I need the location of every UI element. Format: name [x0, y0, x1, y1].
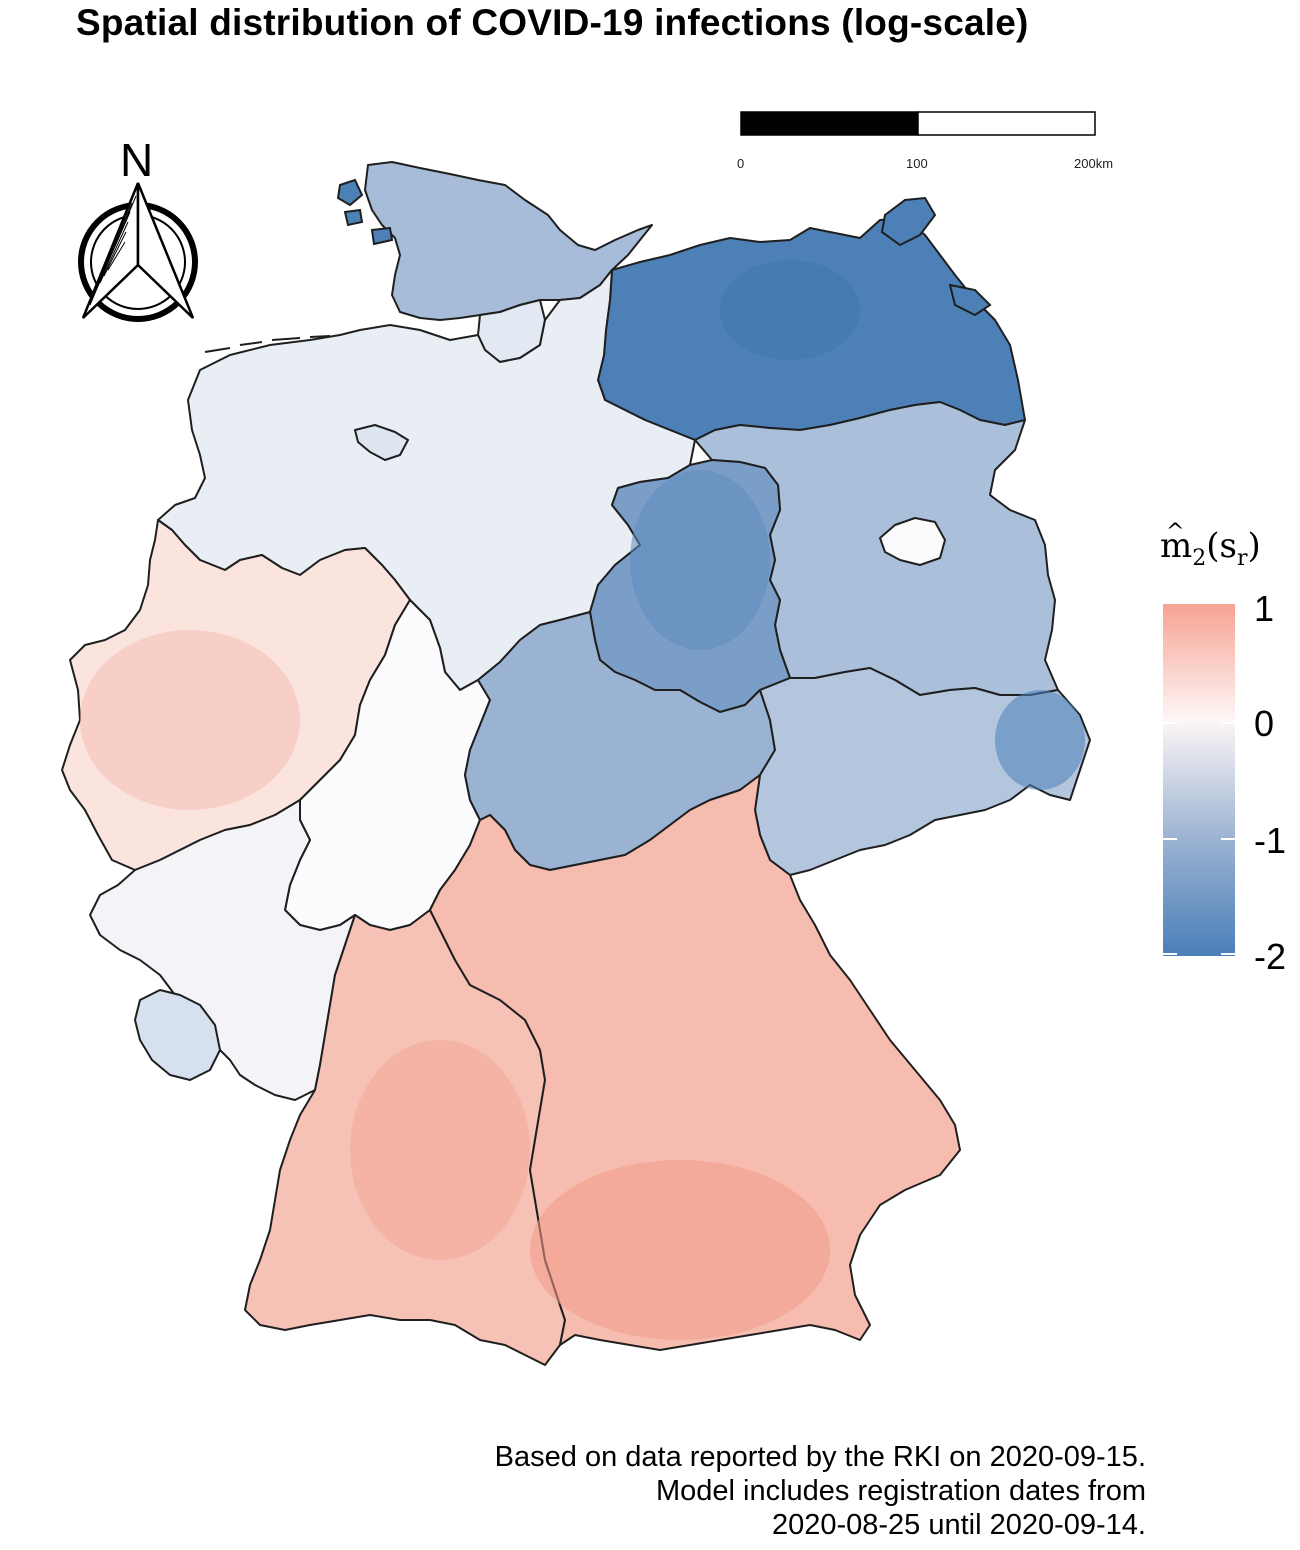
- legend-label-1: 1: [1254, 588, 1275, 629]
- chart-title: Spatial distribution of COVID-19 infecti…: [76, 2, 1029, 43]
- legend-title-close: ): [1247, 526, 1261, 566]
- legend-tick-right-minus2: [1221, 953, 1235, 955]
- legend-title-sub: 2: [1192, 545, 1207, 571]
- legend-tick-left-minus1: [1163, 838, 1177, 840]
- region-bremen: [354, 424, 409, 461]
- legend-colorbar: [1163, 604, 1235, 956]
- scale-tick-200km: 200km: [1074, 156, 1113, 171]
- legend-title: ^ m2(sr): [1160, 520, 1261, 571]
- legend-title-hat: ^: [1166, 520, 1185, 545]
- caption-line-1: Based on data reported by the RKI on 202…: [494, 1441, 1146, 1473]
- frisian-islands: [204, 335, 331, 353]
- caption-line-2: Model includes registration dates from: [655, 1475, 1146, 1507]
- caption: Based on data reported by the RKI on 202…: [495, 1440, 1146, 1542]
- north-arrow-icon: N: [78, 134, 198, 322]
- coastal-islands: [336, 178, 992, 317]
- legend-label-0: 0: [1254, 703, 1275, 744]
- caption-line-3: 2020-08-25 until 2020-09-14.: [771, 1509, 1146, 1541]
- legend-label-minus1: -1: [1254, 820, 1287, 861]
- legend-tick-right-minus1: [1221, 838, 1235, 840]
- region-berlin: [879, 517, 946, 566]
- region-saarland: [134, 989, 221, 1081]
- scale-bar-white-segment: [917, 111, 1096, 136]
- legend-title-arg: (s: [1206, 526, 1237, 566]
- legend-tick-left-minus2: [1163, 953, 1177, 955]
- legend-title-arg-sub: r: [1236, 545, 1248, 571]
- north-arrow-label: N: [120, 134, 153, 186]
- legend-title-base: m: [1160, 526, 1193, 566]
- scale-bar: 0 100 200km: [737, 111, 1113, 171]
- legend-tick-right-0: [1221, 722, 1235, 724]
- legend-tick-left-0: [1163, 722, 1177, 724]
- map-shading: [80, 260, 1085, 1340]
- scale-tick-0: 0: [737, 156, 744, 171]
- legend-label-minus2: -2: [1254, 936, 1287, 977]
- scale-tick-100: 100: [906, 156, 928, 171]
- scale-bar-black-segment: [740, 111, 919, 136]
